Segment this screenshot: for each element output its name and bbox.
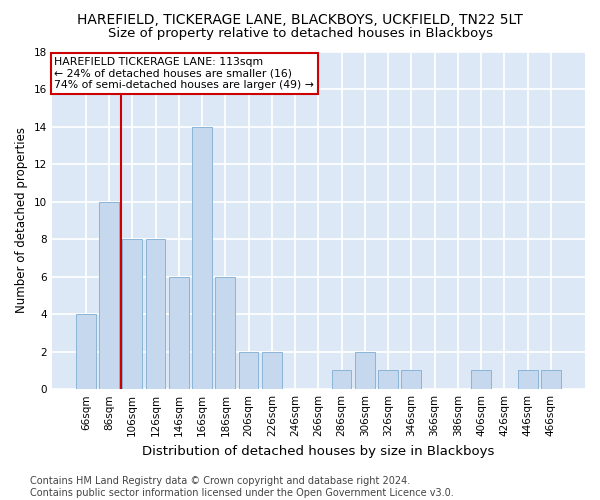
Text: Contains HM Land Registry data © Crown copyright and database right 2024.
Contai: Contains HM Land Registry data © Crown c…: [30, 476, 454, 498]
Bar: [332, 370, 352, 389]
Bar: [192, 126, 212, 389]
Bar: [122, 239, 142, 389]
Bar: [99, 202, 119, 389]
Bar: [378, 370, 398, 389]
Bar: [471, 370, 491, 389]
Bar: [262, 352, 282, 389]
Bar: [169, 276, 188, 389]
Bar: [76, 314, 95, 389]
Y-axis label: Number of detached properties: Number of detached properties: [15, 128, 28, 314]
Text: HAREFIELD, TICKERAGE LANE, BLACKBOYS, UCKFIELD, TN22 5LT: HAREFIELD, TICKERAGE LANE, BLACKBOYS, UC…: [77, 12, 523, 26]
Bar: [355, 352, 375, 389]
Bar: [518, 370, 538, 389]
Text: HAREFIELD TICKERAGE LANE: 113sqm
← 24% of detached houses are smaller (16)
74% o: HAREFIELD TICKERAGE LANE: 113sqm ← 24% o…: [55, 56, 314, 90]
Bar: [401, 370, 421, 389]
Bar: [541, 370, 561, 389]
Bar: [239, 352, 259, 389]
X-axis label: Distribution of detached houses by size in Blackboys: Distribution of detached houses by size …: [142, 444, 494, 458]
Text: Size of property relative to detached houses in Blackboys: Size of property relative to detached ho…: [107, 28, 493, 40]
Bar: [215, 276, 235, 389]
Bar: [146, 239, 166, 389]
